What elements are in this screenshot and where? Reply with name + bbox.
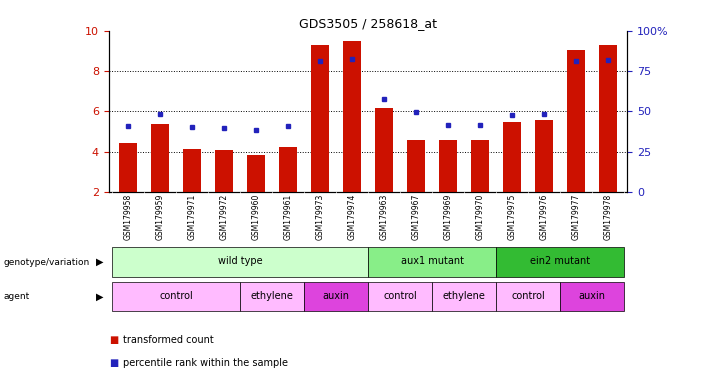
Text: percentile rank within the sample: percentile rank within the sample (123, 358, 287, 368)
Bar (240, 282, 304, 311)
Bar (375, 108, 393, 192)
Bar (503, 122, 521, 192)
Bar (432, 282, 496, 311)
Bar (215, 150, 233, 192)
Text: ethylene: ethylene (250, 291, 294, 301)
Text: agent: agent (4, 292, 29, 301)
Bar (560, 282, 624, 311)
Text: wild type: wild type (217, 257, 262, 266)
Bar (112, 282, 240, 311)
Title: GDS3505 / 258618_at: GDS3505 / 258618_at (299, 17, 437, 30)
Text: auxin: auxin (322, 291, 350, 301)
Text: control: control (511, 291, 545, 301)
Bar (304, 282, 368, 311)
Bar (311, 45, 329, 192)
Text: ▶: ▶ (96, 257, 104, 267)
Text: ein2 mutant: ein2 mutant (530, 257, 590, 266)
Bar (496, 282, 560, 311)
Bar (183, 149, 200, 192)
Bar (599, 45, 617, 192)
Bar (567, 50, 585, 192)
Bar (112, 247, 368, 277)
Bar (496, 247, 624, 277)
Text: aux1 mutant: aux1 mutant (400, 257, 463, 266)
Bar (368, 247, 496, 277)
Bar (407, 140, 425, 192)
Text: control: control (159, 291, 193, 301)
Bar (471, 140, 489, 192)
Bar (368, 282, 432, 311)
Bar (119, 142, 137, 192)
Text: ■: ■ (109, 335, 118, 345)
Bar (279, 147, 297, 192)
Text: transformed count: transformed count (123, 335, 213, 345)
Bar (151, 124, 169, 192)
Bar (440, 140, 457, 192)
Text: ▶: ▶ (96, 291, 104, 302)
Text: ethylene: ethylene (442, 291, 486, 301)
Bar (343, 41, 361, 192)
Bar (536, 121, 553, 192)
Text: ■: ■ (109, 358, 118, 368)
Text: genotype/variation: genotype/variation (4, 258, 90, 266)
Bar (247, 155, 265, 192)
Text: auxin: auxin (578, 291, 606, 301)
Text: control: control (383, 291, 417, 301)
